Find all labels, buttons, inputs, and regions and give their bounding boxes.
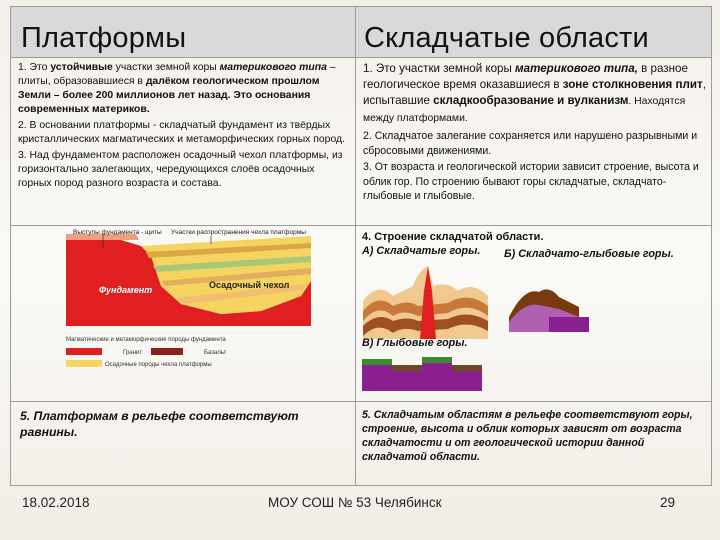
block-mountains-figure [362,357,482,391]
block-4-top [452,365,482,371]
fold-block-mountains-figure [509,289,589,332]
footer-page-number: 29 [660,495,676,510]
text-span: материкового типа, [515,62,638,75]
legend-sediment: Осадочные породы чехла платформы [105,362,212,368]
legend-granite-swatch [66,348,102,355]
block-2-top [392,365,422,371]
structure-cell: 4. Строение складчатой области. А) Склад… [355,225,712,402]
structure-title: 4. Строение складчатой области. [362,231,544,243]
text-span: далёком геологическом прошлом Земли – бо… [18,76,320,115]
text-span: – плиты, образовавшиеся в [18,62,336,87]
footer-school: МОУ СОШ № 53 Челябинск [268,495,442,510]
structure-figures: А) Складчатые горы. Б) Складчато-глыбовы… [356,243,711,393]
legend-title: Магматические и метаморфические породы ф… [66,337,226,343]
label-cover: Осадочный чехол [209,280,290,290]
footer-date: 18.02.2018 [22,495,90,510]
text-span: зоне столкновения плит [562,78,703,91]
header-folded-areas: Складчатые области [364,22,649,54]
folded-relief-text: 5. Складчатым областям в рельефе соответ… [362,409,693,463]
legend-sediment-swatch [66,360,102,367]
platform-diagram-cell: Выступы фундамента - щиты Участки распро… [10,225,356,402]
folded-point-3: 3. От возраста и геологической истории з… [363,161,699,202]
sediment-layer-1 [146,243,311,258]
text-span: материкового типа [219,62,327,73]
shield-top-shape [66,234,139,240]
text-span: в разное геологическое время оказавшиеся… [363,62,688,91]
platforms-point-1: 1. Это устойчивые участки земной коры ма… [18,61,349,117]
text-span: складкообразование и вулканизм [433,94,629,107]
folded-point-2: 2. Складчатое залегание сохраняется или … [363,130,698,157]
label-plates: Участки распространения чехла платформы [171,229,306,236]
block-3-top [422,357,452,363]
sediment-layer-3 [161,268,311,286]
label-block-mountains: В) Глыбовые горы. [362,337,468,349]
legend-basalt: Базальт [204,350,226,356]
text-span: 1. Это участки земной коры [363,62,516,75]
sediment-layer-2 [153,256,311,272]
block-layer-bottom [549,317,589,332]
platforms-point-3: 3. Над фундаментом расположен осадочный … [18,150,343,189]
folded-mountains-figure [363,266,488,339]
platform-structure-diagram: Выступы фундамента - щиты Участки распро… [66,229,311,368]
text-span: 1. Это [18,62,51,73]
header-folded-areas-cell: Складчатые области [355,6,712,58]
label-foundation: Фундамент [99,285,152,295]
label-folded-mountains: А) Складчатые горы. [362,245,481,257]
header-platforms-cell: Платформы [10,6,356,58]
folded-description-cell: 1. Это участки земной коры материкового … [355,57,712,226]
folded-point-1: 1. Это участки земной коры материкового … [363,61,707,127]
platforms-point-2: 2. В основании платформы - складчатый фу… [18,120,345,145]
text-span: устойчивые [50,62,113,73]
sediment-layer-4 [176,284,306,304]
volcano-intrusion [420,266,436,339]
foundation-shape [66,234,311,326]
platforms-description: 1. Это устойчивые участки земной коры ма… [11,58,355,191]
legend-basalt-swatch [151,348,183,355]
text-span: . Находятся между платформами. [363,96,686,124]
platform-relief-text: 5. Платформам в рельефе соответствуют ра… [20,409,299,439]
platforms-description-cell: 1. Это устойчивые участки земной коры ма… [10,57,356,226]
text-span: , испытавшие [363,78,706,107]
comparison-table: Платформы Складчатые области 1. Это усто… [10,6,712,486]
platform-relief-cell: 5. Платформам в рельефе соответствуют ра… [10,401,356,486]
folded-relief-cell: 5. Складчатым областям в рельефе соответ… [355,401,712,486]
block-1-top [362,359,392,365]
folded-description: 1. Это участки земной коры материкового … [356,58,711,204]
label-shields: Выступы фундамента - щиты [73,229,162,236]
header-platforms: Платформы [21,22,187,54]
text-span: участки земной коры [112,62,220,73]
label-fold-block-mountains: Б) Складчато-глыбовые горы. [504,248,674,260]
legend-granite: Гранит [123,350,142,356]
